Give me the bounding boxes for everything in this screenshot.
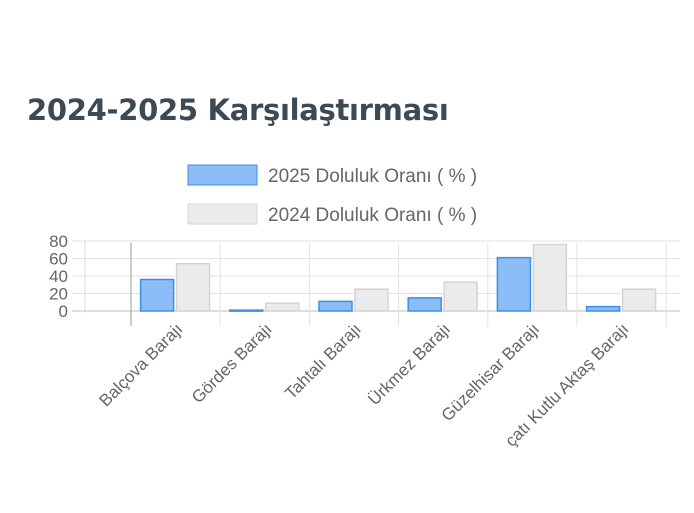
x-category-label: Güzelhisar Barajı <box>438 319 544 425</box>
bar-2024[interactable] <box>443 281 478 312</box>
x-category-label: Tahtalı Barajı <box>281 319 365 403</box>
y-tick-label: 60 <box>49 250 68 269</box>
legend-label-2025[interactable]: 2025 Doluluk Oranı ( % ) <box>268 166 477 187</box>
chart-legend[interactable]: 2025 Doluluk Oranı ( % ) 2024 Doluluk Ora… <box>187 164 477 226</box>
legend-swatch-2025[interactable] <box>187 164 258 186</box>
bar-2024[interactable] <box>175 263 211 312</box>
chart-bars <box>139 243 657 312</box>
bar-2025[interactable] <box>407 297 442 312</box>
bar-2025[interactable] <box>585 305 621 312</box>
y-tick-label: 40 <box>49 267 68 286</box>
x-category-label: Balçova Barajı <box>95 319 186 410</box>
bar-2024[interactable] <box>265 302 300 312</box>
bar-2025[interactable] <box>496 256 532 312</box>
x-category-label: Ürkmez Barajı <box>364 319 454 409</box>
y-tick-label: 0 <box>59 302 68 321</box>
x-category-label: Gördes Barajı <box>188 319 276 407</box>
legend-label-2024[interactable]: 2024 Doluluk Oranı ( % ) <box>268 205 477 226</box>
bar-2024[interactable] <box>354 288 389 312</box>
bar-2025[interactable] <box>229 309 264 312</box>
label-clip-mask <box>0 473 694 513</box>
bar-2024[interactable] <box>621 288 657 312</box>
y-tick-label: 80 <box>49 232 68 251</box>
bar-2025[interactable] <box>139 278 175 312</box>
legend-swatch-2024[interactable] <box>187 203 258 225</box>
x-axis: Balçova Barajı Gördes Barajı Tahtalı Baraj… <box>0 319 694 513</box>
bar-2024[interactable] <box>532 243 568 312</box>
section-title: 2024-2025 Karşılaştırması <box>27 93 449 127</box>
y-tick-label: 20 <box>49 285 68 304</box>
bar-2025[interactable] <box>318 300 353 312</box>
